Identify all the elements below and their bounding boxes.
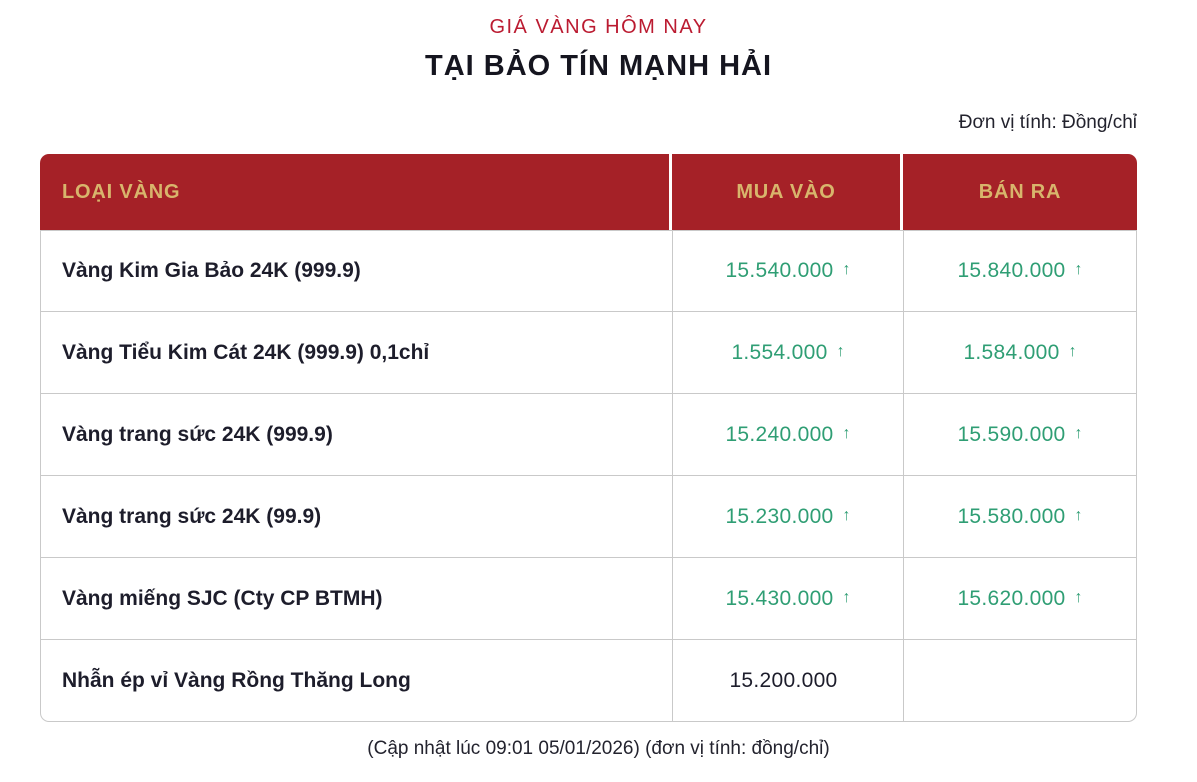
up-arrow-icon: ↑ xyxy=(842,506,851,524)
sell-price-value: 15.620.000 xyxy=(957,586,1066,610)
up-arrow-icon: ↑ xyxy=(842,261,851,278)
gold-price-table: LOẠI VÀNG MUA VÀO BÁN RA Vàng Kim Gia Bả… xyxy=(40,154,1137,722)
buy-price-value: 1.554.000 xyxy=(731,340,828,364)
up-arrow-icon: ↑ xyxy=(842,424,851,442)
gold-type-cell: Vàng trang sức 24K (999.9) xyxy=(40,394,672,476)
table-row: Vàng miếng SJC (Cty CP BTMH) 15.430.000 … xyxy=(40,558,1137,640)
up-arrow-icon: ↑ xyxy=(836,342,845,360)
sell-price-cell: 15.620.000 ↑ xyxy=(903,558,1137,640)
buy-price-value: 15.540.000 xyxy=(725,259,834,282)
sell-price-value: 15.840.000 xyxy=(957,259,1066,282)
gold-type-cell: Vàng Tiểu Kim Cát 24K (999.9) 0,1chỉ xyxy=(40,312,672,394)
update-note: (Cập nhật lúc 09:01 05/01/2026) (đơn vị … xyxy=(367,738,830,759)
table-row: Nhẫn ép vỉ Vàng Rồng Thăng Long 15.200.0… xyxy=(40,640,1137,722)
buy-price-cell: 15.230.000 ↑ xyxy=(672,476,903,558)
sell-price-value: 15.580.000 xyxy=(957,504,1066,528)
up-arrow-icon: ↑ xyxy=(1074,588,1083,606)
buy-price-cell: 15.540.000 ↑ xyxy=(672,230,903,312)
table-header-row: LOẠI VÀNG MUA VÀO BÁN RA xyxy=(40,154,1137,230)
buy-price-cell: 15.200.000 xyxy=(672,640,903,722)
sell-price-cell: 15.840.000 ↑ xyxy=(903,230,1137,312)
gold-type-cell: Nhẫn ép vỉ Vàng Rồng Thăng Long xyxy=(40,640,672,722)
buy-price-value: 15.200.000 xyxy=(729,668,838,692)
sell-price-value: 1.584.000 xyxy=(963,340,1060,364)
up-arrow-icon: ↑ xyxy=(842,588,851,606)
gold-type-cell: Vàng miếng SJC (Cty CP BTMH) xyxy=(40,558,672,640)
sell-price-cell: 1.584.000 ↑ xyxy=(903,312,1137,394)
buy-price-cell: 15.240.000 ↑ xyxy=(672,394,903,476)
buy-price-value: 15.240.000 xyxy=(725,422,834,446)
up-arrow-icon: ↑ xyxy=(1074,261,1083,278)
buy-price-cell: 1.554.000 ↑ xyxy=(672,312,903,394)
buy-price-value: 15.230.000 xyxy=(725,504,834,528)
up-arrow-icon: ↑ xyxy=(1074,506,1083,524)
unit-note: Đơn vị tính: Đồng/chỉ xyxy=(958,112,1137,133)
sell-price-cell: 15.590.000 ↑ xyxy=(903,394,1137,476)
up-arrow-icon: ↑ xyxy=(1074,424,1083,442)
page-subtitle: TẠI BẢO TÍN MẠNH HẢI xyxy=(424,50,773,82)
column-header-gold-type: LOẠI VÀNG xyxy=(40,154,672,230)
sell-price-cell: 15.580.000 ↑ xyxy=(903,476,1137,558)
column-header-buy: MUA VÀO xyxy=(672,154,903,230)
table-row: Vàng Tiểu Kim Cát 24K (999.9) 0,1chỉ 1.5… xyxy=(40,312,1137,394)
up-arrow-icon: ↑ xyxy=(1068,342,1077,360)
table-body: Vàng Kim Gia Bảo 24K (999.9) 15.540.000 … xyxy=(40,230,1137,722)
sell-price-cell xyxy=(903,640,1137,722)
sell-price-value: 15.590.000 xyxy=(957,422,1066,446)
gold-type-cell: Vàng trang sức 24K (99.9) xyxy=(40,476,672,558)
buy-price-value: 15.430.000 xyxy=(725,586,834,610)
table-row: Vàng trang sức 24K (999.9) 15.240.000 ↑ … xyxy=(40,394,1137,476)
page-title: GIÁ VÀNG HÔM NAY xyxy=(489,16,708,38)
table-row: Vàng trang sức 24K (99.9) 15.230.000 ↑ 1… xyxy=(40,476,1137,558)
buy-price-cell: 15.430.000 ↑ xyxy=(672,558,903,640)
table-row: Vàng Kim Gia Bảo 24K (999.9) 15.540.000 … xyxy=(40,230,1137,312)
gold-type-cell: Vàng Kim Gia Bảo 24K (999.9) xyxy=(40,230,672,312)
column-header-sell: BÁN RA xyxy=(903,154,1137,230)
